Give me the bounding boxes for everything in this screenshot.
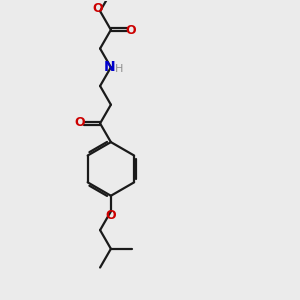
Text: N: N xyxy=(103,59,115,74)
Text: H: H xyxy=(115,64,123,74)
Text: O: O xyxy=(106,209,116,222)
Text: O: O xyxy=(92,2,103,15)
Text: O: O xyxy=(75,116,85,129)
Text: O: O xyxy=(126,24,136,37)
